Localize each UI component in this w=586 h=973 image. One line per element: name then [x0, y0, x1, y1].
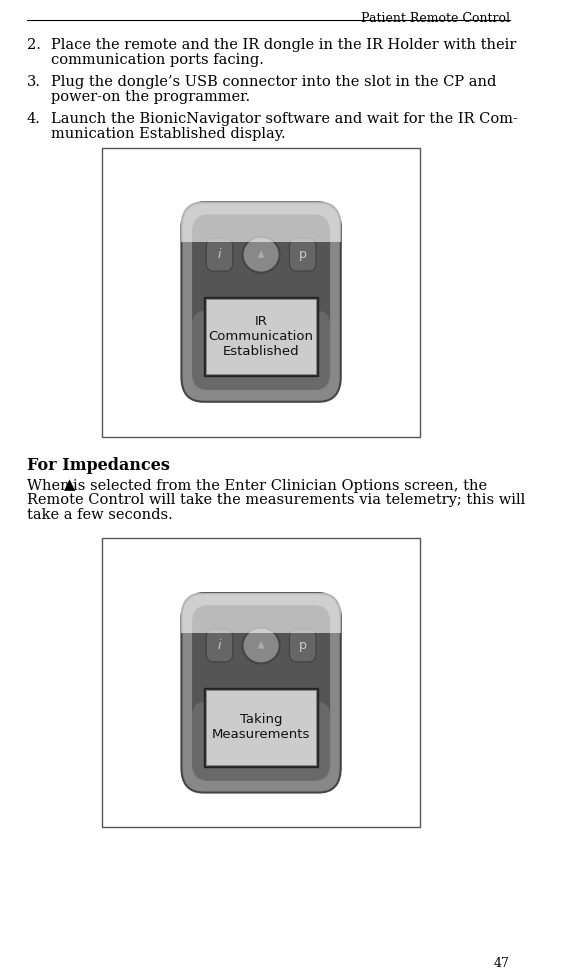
Text: take a few seconds.: take a few seconds.: [26, 509, 172, 523]
FancyBboxPatch shape: [192, 702, 330, 780]
Text: munication Established display.: munication Established display.: [52, 126, 286, 141]
Text: 47: 47: [494, 957, 510, 970]
FancyBboxPatch shape: [192, 214, 330, 390]
FancyBboxPatch shape: [289, 630, 316, 662]
Polygon shape: [258, 250, 265, 258]
Text: 4.: 4.: [26, 112, 40, 126]
Bar: [205, 688, 318, 767]
Text: is selected from the Enter Clinician Options screen, the: is selected from the Enter Clinician Opt…: [73, 479, 487, 492]
Text: Remote Control will take the measurements via telemetry; this will: Remote Control will take the measurement…: [26, 493, 525, 508]
Text: Taking
Measurements: Taking Measurements: [212, 713, 310, 741]
Bar: [182, 202, 340, 242]
FancyBboxPatch shape: [192, 605, 330, 780]
FancyBboxPatch shape: [182, 202, 340, 402]
Text: IR
Communication
Established: IR Communication Established: [209, 315, 314, 358]
Text: Place the remote and the IR dongle in the IR Holder with their: Place the remote and the IR dongle in th…: [52, 38, 517, 52]
Bar: [102, 148, 420, 437]
Text: Launch the BionicNavigator software and wait for the IR Com-: Launch the BionicNavigator software and …: [52, 112, 518, 126]
Text: 3.: 3.: [26, 75, 40, 89]
Bar: [206, 690, 316, 765]
Text: Plug the dongle’s USB connector into the slot in the CP and: Plug the dongle’s USB connector into the…: [52, 75, 497, 89]
FancyBboxPatch shape: [206, 630, 233, 662]
Text: communication ports facing.: communication ports facing.: [52, 53, 264, 67]
Text: power-on the programmer.: power-on the programmer.: [52, 90, 250, 104]
Text: i: i: [218, 639, 222, 652]
Text: p: p: [299, 248, 306, 261]
Bar: [205, 297, 318, 376]
Text: 2.: 2.: [26, 38, 40, 52]
Text: p: p: [299, 639, 306, 652]
Text: Patient Remote Control: Patient Remote Control: [361, 12, 510, 25]
Ellipse shape: [243, 236, 280, 272]
Text: i: i: [218, 248, 222, 261]
Bar: [102, 538, 420, 827]
FancyBboxPatch shape: [192, 310, 330, 390]
Ellipse shape: [243, 628, 280, 664]
FancyBboxPatch shape: [289, 238, 316, 271]
Bar: [182, 594, 340, 633]
Text: For Impedances: For Impedances: [26, 456, 169, 474]
Text: ▲: ▲: [64, 479, 75, 492]
Text: When: When: [26, 479, 74, 492]
Bar: [206, 299, 316, 374]
FancyBboxPatch shape: [206, 238, 233, 271]
Polygon shape: [258, 641, 265, 649]
FancyBboxPatch shape: [182, 594, 340, 793]
